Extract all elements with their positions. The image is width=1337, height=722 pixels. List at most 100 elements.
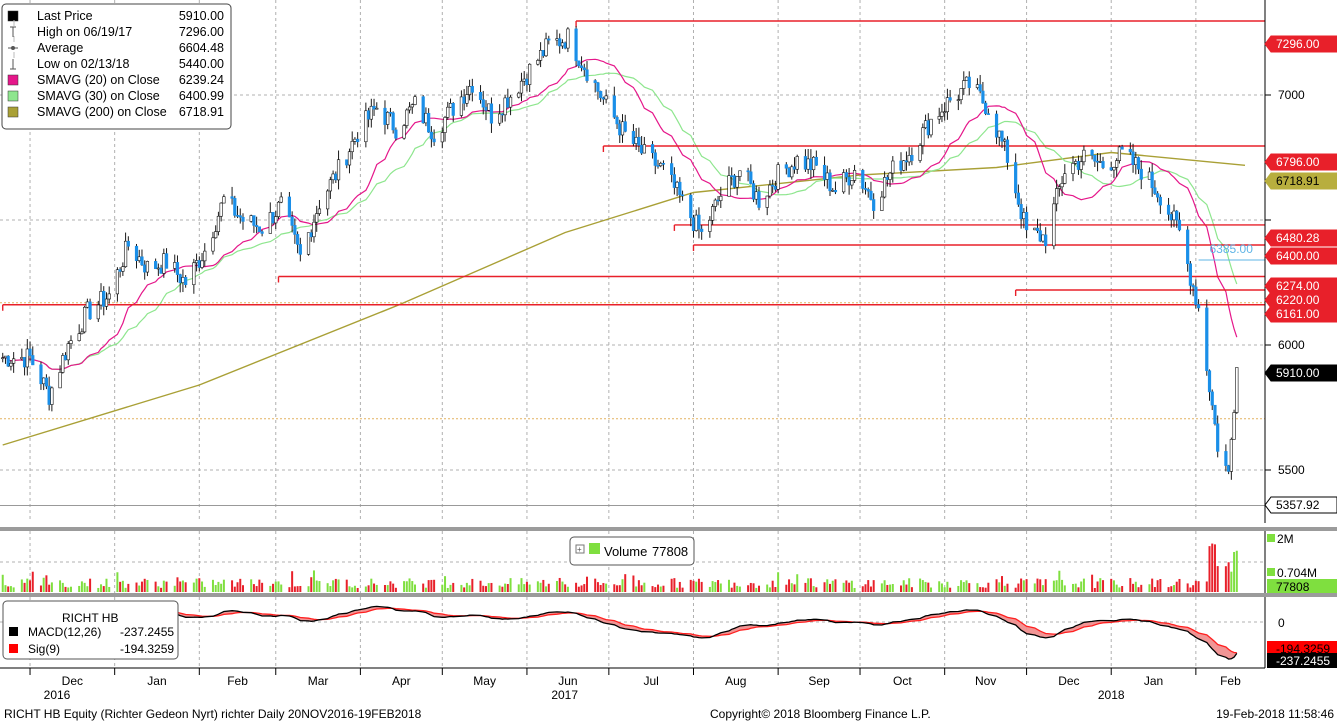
volume-bar (1235, 550, 1238, 592)
volume-bar (829, 583, 831, 592)
candle-body (1207, 370, 1212, 393)
candle-body (350, 140, 354, 153)
candle-body (1128, 148, 1132, 153)
price-candles (1, 26, 1239, 480)
candle-body (1082, 149, 1086, 163)
volume-bar (127, 583, 130, 592)
volume-bar (1167, 587, 1170, 592)
candle-body (312, 221, 316, 238)
volume-bar (337, 579, 340, 592)
candle-body (749, 171, 753, 184)
candle-body (1033, 227, 1037, 231)
macd-zero-label: 0 (1278, 616, 1285, 630)
volume-bar (1208, 546, 1211, 592)
signal-legend-label: Sig(9) (28, 642, 60, 656)
candle-body (670, 163, 674, 175)
x-axis-year-labels: 2016 2017 2018 (44, 688, 1125, 702)
volume-bar (1156, 580, 1159, 592)
candle-body (732, 175, 737, 188)
volume-bar (869, 586, 872, 592)
volume-bar (788, 579, 791, 592)
candle-body (465, 94, 469, 104)
candle-body (154, 261, 158, 269)
volume-bar (525, 581, 528, 592)
candle-body (88, 301, 92, 320)
volume-bar (654, 587, 657, 592)
candle-body (792, 166, 797, 170)
candle-body (541, 50, 545, 57)
annotation-6385: 6385.00 (1210, 242, 1254, 256)
volume-bar (1153, 587, 1156, 592)
volume-bar (184, 582, 187, 592)
volume-bar (367, 585, 370, 592)
volume-bar (195, 578, 198, 592)
candle-body (863, 188, 868, 190)
volume-bar (771, 580, 774, 592)
volume-bar (124, 587, 127, 592)
candle-body (429, 131, 433, 140)
candle-body (184, 277, 188, 286)
volume-bar (689, 579, 692, 592)
volume-bar (4, 585, 7, 592)
volume-bar (446, 587, 449, 592)
volume-bar (23, 582, 26, 592)
month-label: Jan (1144, 674, 1163, 688)
volume-bar (749, 582, 752, 592)
volume-bar (539, 582, 542, 592)
signal-value-tag (1267, 641, 1337, 655)
candle-body (230, 196, 234, 199)
volume-bar (714, 582, 717, 592)
volume-bar (1017, 583, 1020, 592)
volume-bar (329, 586, 332, 592)
volume-bar (1071, 583, 1074, 592)
volume-bar (580, 585, 583, 592)
volume-bar (1001, 576, 1004, 592)
expand-icon[interactable] (575, 544, 585, 554)
volume-bar (39, 585, 42, 592)
volume-bar (823, 582, 826, 592)
candle-body (555, 38, 559, 41)
volume-bar (26, 578, 29, 592)
candle-body (162, 253, 166, 274)
volume-bar (452, 582, 455, 592)
volume-bar (430, 579, 433, 592)
candle-body (366, 110, 371, 120)
candle-body (547, 38, 551, 41)
volume-bar (673, 578, 676, 592)
volume-bar (274, 581, 277, 592)
volume-bar (730, 587, 733, 592)
candle-body (730, 175, 734, 177)
candle-body (566, 28, 570, 49)
price-tag (1264, 496, 1337, 514)
volume-bar (222, 579, 225, 592)
candle-body (484, 106, 488, 111)
average-dot (11, 46, 15, 50)
price-axis: 5500 6000 7000 7296.00 6796.00 6718.91 6480.2… (1264, 0, 1337, 523)
price-tag-label: 6718.91 (1276, 174, 1320, 188)
volume-bar (307, 586, 310, 592)
volume-bar (42, 577, 45, 592)
candle-body (252, 215, 256, 226)
volume-bar (1055, 580, 1058, 592)
candle-body (577, 60, 581, 67)
smavg-20-path (2, 58, 1238, 370)
volume-bar (1192, 585, 1195, 592)
candle-body (694, 214, 698, 231)
volume-bar (886, 584, 889, 592)
volume-bar (632, 575, 635, 592)
legend-value: 6400.99 (179, 89, 224, 103)
volume-bar (733, 582, 736, 592)
volume-bar (596, 582, 599, 592)
candle-body (1156, 193, 1160, 198)
y-tick-label: 7000 (1278, 88, 1305, 102)
volume-bar (826, 579, 829, 592)
volume-bar (1093, 587, 1096, 592)
volume-bar (528, 584, 531, 592)
volume-bar (318, 581, 321, 592)
volume-bar (444, 576, 447, 592)
candle-body (1090, 149, 1094, 156)
volume-bar (1077, 587, 1080, 592)
volume-bar (845, 580, 848, 592)
candle-body (765, 195, 769, 208)
macd-divergence-fill (2, 606, 1237, 660)
